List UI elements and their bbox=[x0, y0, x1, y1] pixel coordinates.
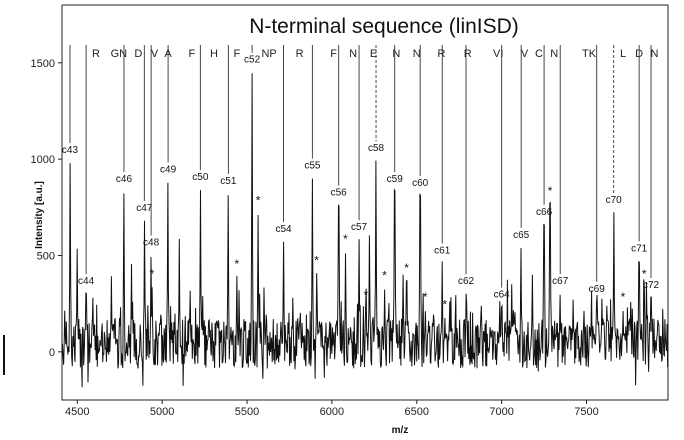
x-tick-label: 5500 bbox=[235, 406, 259, 418]
sequence-letter: N bbox=[392, 48, 400, 60]
ion-label: c43 bbox=[62, 145, 79, 156]
spectrum-layer bbox=[62, 73, 669, 388]
unassigned-peak-marker: * bbox=[343, 232, 348, 246]
y-axis-label: Intensity [a.u.] bbox=[34, 181, 45, 249]
x-tick-label: 7000 bbox=[489, 406, 513, 418]
sequence-letter: R bbox=[92, 48, 100, 60]
sequence-letter: V bbox=[151, 48, 159, 60]
sequence-letter: R bbox=[437, 48, 445, 60]
ion-label: c62 bbox=[458, 276, 475, 287]
ion-label: c55 bbox=[304, 161, 321, 172]
sequence-letter: N bbox=[413, 48, 421, 60]
ion-label: c58 bbox=[368, 143, 385, 154]
x-tick-label: 6500 bbox=[405, 406, 429, 418]
unassigned-peak-marker: * bbox=[442, 298, 447, 312]
sequence-letter: L bbox=[620, 48, 626, 60]
ion-label: c65 bbox=[513, 230, 530, 241]
sequence-letter: F bbox=[188, 48, 195, 60]
plot-frame bbox=[61, 4, 669, 401]
sequence-letter: C bbox=[535, 48, 543, 60]
sequence-letter: R bbox=[464, 48, 472, 60]
spectrum-trace bbox=[62, 73, 669, 388]
unassigned-peak-marker: * bbox=[256, 194, 261, 208]
unassigned-peak-marker: * bbox=[404, 261, 409, 275]
unassigned-peak-marker: * bbox=[382, 269, 387, 283]
sequence-letter: V bbox=[521, 48, 529, 60]
unassigned-peak-marker: * bbox=[150, 267, 155, 281]
y-tick-label: 500 bbox=[37, 250, 55, 262]
unassigned-peak-marker: * bbox=[621, 290, 626, 304]
ion-label: c57 bbox=[351, 222, 368, 233]
chart-title: N-terminal sequence (linISD) bbox=[249, 15, 519, 38]
ion-label: c56 bbox=[331, 188, 348, 199]
sequence-letter: H bbox=[210, 48, 218, 60]
y-tick-label: 0 bbox=[49, 347, 55, 359]
sequence-letter: N bbox=[349, 48, 357, 60]
sequence-letter: GN bbox=[111, 48, 128, 60]
sequence-letter: N bbox=[550, 48, 558, 60]
sequence-letter: E bbox=[370, 48, 377, 60]
x-tick-label: 6000 bbox=[320, 406, 344, 418]
ion-label: c54 bbox=[275, 224, 292, 235]
ion-label: c72 bbox=[643, 280, 660, 291]
sequence-letter: NP bbox=[261, 48, 276, 60]
sequence-letter: F bbox=[233, 48, 240, 60]
ion-label: c61 bbox=[434, 245, 451, 256]
sequence-letter: F bbox=[330, 48, 337, 60]
unassigned-peak-marker: * bbox=[235, 257, 240, 271]
ion-label: c48 bbox=[143, 238, 160, 249]
ion-label: c50 bbox=[192, 172, 209, 183]
ion-label: c69 bbox=[589, 284, 606, 295]
y-tick-label: 1000 bbox=[31, 154, 55, 166]
x-tick-label: 5000 bbox=[150, 406, 174, 418]
x-tick-label: 7500 bbox=[574, 406, 598, 418]
sequence-letter: R bbox=[296, 48, 304, 60]
ion-label: c51 bbox=[220, 176, 237, 187]
sequence-letter: D bbox=[134, 48, 142, 60]
unassigned-peak-marker: * bbox=[642, 267, 647, 281]
axes-layer: 4500 5000 5500 6000 6500 7000 7500 0 500 1000 1500 bbox=[3, 4, 669, 418]
ion-label: c64 bbox=[494, 290, 511, 301]
ion-label: c52 bbox=[244, 55, 261, 66]
ion-label: c44 bbox=[78, 276, 95, 287]
ion-label: c47 bbox=[136, 203, 153, 214]
ion-label: c46 bbox=[116, 174, 133, 185]
unassigned-peak-marker: * bbox=[314, 253, 319, 267]
ion-label: c59 bbox=[387, 174, 404, 185]
unassigned-peak-marker: * bbox=[548, 184, 553, 198]
x-tick-label: 4500 bbox=[65, 406, 89, 418]
sequence-letter: N bbox=[650, 48, 658, 60]
ion-label: c66 bbox=[536, 207, 553, 218]
ion-label: c71 bbox=[631, 243, 648, 254]
unassigned-peak-marker: * bbox=[364, 288, 369, 302]
x-axis-label: m/z bbox=[392, 425, 409, 436]
ion-label: c70 bbox=[606, 195, 623, 206]
sequence-letter: VI bbox=[493, 48, 503, 60]
ion-label: c60 bbox=[412, 178, 429, 189]
ion-label: c67 bbox=[552, 276, 569, 287]
ion-label: c49 bbox=[160, 164, 177, 175]
unassigned-peak-marker: * bbox=[423, 290, 428, 304]
annotation-layer: R GN D V A F H F NP R F N E N N R R VI V C N TK L D Nc43c44c46c4… bbox=[62, 45, 660, 312]
y-tick-label: 1500 bbox=[31, 58, 55, 70]
sequence-letter: TK bbox=[582, 48, 597, 60]
